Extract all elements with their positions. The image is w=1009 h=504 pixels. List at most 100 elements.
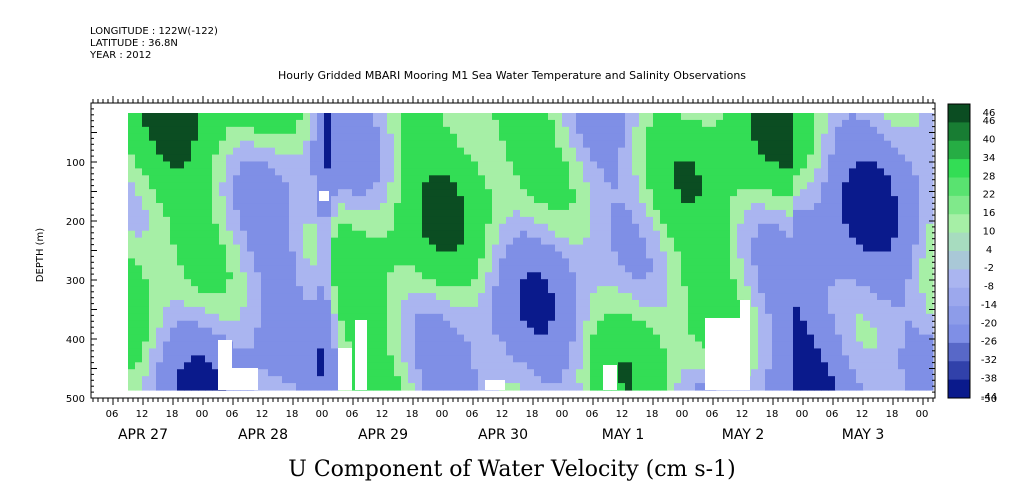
heat-cell xyxy=(233,265,241,273)
heat-cell xyxy=(408,140,416,149)
heat-cell xyxy=(226,203,234,211)
heat-cell xyxy=(919,299,927,308)
heat-cell xyxy=(611,244,619,253)
heat-cell xyxy=(660,119,668,128)
x-date-label: APR 30 xyxy=(478,427,528,443)
heat-cell xyxy=(387,348,395,356)
heat-cell xyxy=(142,327,150,336)
heat-cell xyxy=(604,168,612,176)
heat-cell xyxy=(562,258,570,266)
heat-cell xyxy=(373,293,381,301)
heat-cell xyxy=(135,286,143,294)
heat-cell xyxy=(422,313,430,322)
heat-cell xyxy=(520,223,528,232)
heat-cell xyxy=(548,140,556,149)
heat-cell xyxy=(429,203,437,211)
heat-cell xyxy=(303,286,311,294)
heat-cell xyxy=(751,355,759,363)
heat-cell xyxy=(226,293,234,301)
heat-cell xyxy=(653,237,661,246)
heat-cell xyxy=(380,182,388,190)
heat-cell xyxy=(835,265,843,273)
heat-cell xyxy=(849,113,857,121)
heat-cell xyxy=(786,334,794,343)
heat-cell xyxy=(695,154,703,163)
heat-cell xyxy=(492,355,500,363)
heat-cell xyxy=(240,341,248,350)
heat-cell xyxy=(821,286,829,294)
heat-cell xyxy=(730,196,738,204)
heat-cell xyxy=(884,265,892,273)
heat-cell xyxy=(450,126,458,135)
heat-cell xyxy=(219,293,227,301)
heat-cell xyxy=(324,383,332,391)
heat-cell xyxy=(807,383,815,391)
heat-cell xyxy=(422,251,430,260)
heat-cell xyxy=(387,147,395,156)
heat-cell xyxy=(296,348,304,356)
heat-cell xyxy=(296,293,304,301)
heat-cell xyxy=(723,216,731,225)
heat-cell xyxy=(331,216,339,225)
heat-cell xyxy=(527,182,535,190)
heat-cell xyxy=(814,196,822,204)
heat-cell xyxy=(730,189,738,197)
heat-cell xyxy=(471,140,479,149)
heat-cell xyxy=(212,334,220,343)
heat-cell xyxy=(380,251,388,260)
heat-cell xyxy=(464,327,472,336)
heat-cell xyxy=(254,286,262,294)
heat-cell xyxy=(338,133,346,142)
heat-cell xyxy=(611,175,619,183)
heat-cell xyxy=(835,334,843,343)
heat-cell xyxy=(499,369,507,377)
heat-cell xyxy=(142,182,150,190)
heat-cell xyxy=(485,320,493,329)
heat-cell xyxy=(156,113,164,121)
heat-cell xyxy=(471,147,479,156)
heat-cell xyxy=(814,175,822,183)
heat-cell xyxy=(387,293,395,301)
heat-cell xyxy=(590,362,598,370)
heat-cell xyxy=(128,147,136,156)
heat-cell xyxy=(226,168,234,176)
heat-cell xyxy=(702,216,710,225)
heat-cell xyxy=(772,119,780,128)
heat-cell xyxy=(639,327,647,336)
heat-cell xyxy=(492,126,500,135)
heat-cell xyxy=(863,189,871,197)
heat-cell xyxy=(205,168,213,176)
heat-cell xyxy=(226,133,234,142)
heat-cell xyxy=(562,265,570,273)
heat-cell xyxy=(212,327,220,336)
heat-cell xyxy=(898,147,906,156)
heat-cell xyxy=(513,196,521,204)
heat-cell xyxy=(548,341,556,350)
heat-cell xyxy=(646,230,654,239)
heat-cell xyxy=(527,334,535,343)
heat-cell xyxy=(919,265,927,273)
heat-cell xyxy=(541,376,549,384)
heat-cell xyxy=(695,258,703,266)
heat-cell xyxy=(667,341,675,350)
heat-cell xyxy=(702,313,710,322)
heat-cell xyxy=(898,376,906,384)
heat-cell xyxy=(303,133,311,142)
heat-cell xyxy=(807,209,815,218)
heat-cell xyxy=(667,383,675,391)
heat-cell xyxy=(464,147,472,156)
heat-cell xyxy=(457,327,465,336)
heat-cell xyxy=(303,237,311,246)
x-hour-label: 06 xyxy=(226,409,239,420)
heat-cell xyxy=(247,265,255,273)
heat-cell xyxy=(478,369,486,377)
heat-cell xyxy=(674,341,682,350)
heat-cell xyxy=(723,293,731,301)
heat-cell xyxy=(541,216,549,225)
heat-cell xyxy=(366,113,374,121)
heat-cell xyxy=(779,286,787,294)
heat-cell xyxy=(632,293,640,301)
heat-cell xyxy=(688,334,696,343)
heat-cell xyxy=(597,320,605,329)
heat-cell xyxy=(359,119,367,128)
